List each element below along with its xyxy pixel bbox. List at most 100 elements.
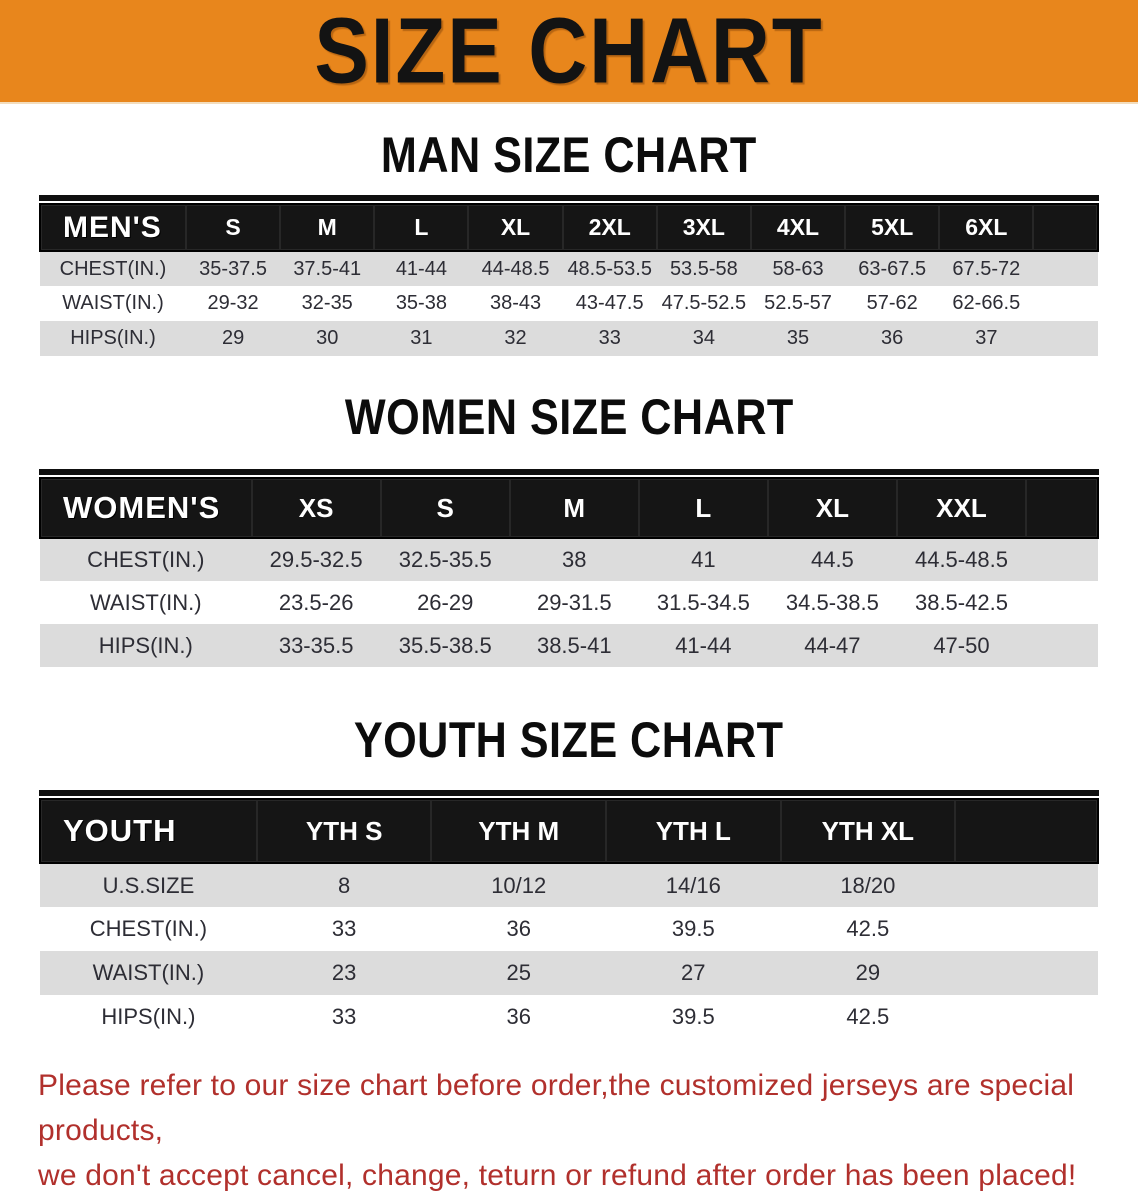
man-size-chart-heading: MAN SIZE CHART [0,127,1138,184]
women-size-chart-heading-text: WOMEN SIZE CHART [344,389,794,446]
size-column-header: XL [468,203,563,252]
filler-cell [1033,286,1098,321]
size-value-cell: 53.5-58 [656,251,751,286]
size-value-cell: 44.5-48.5 [896,538,1026,581]
size-value-cell: 67.5-72 [939,251,1034,286]
size-value-cell: 10/12 [431,863,606,907]
size-value-cell: 36 [506,916,531,941]
size-value-cell: 44-48.5 [468,251,563,286]
size-value-cell: 43-47.5 [575,292,644,314]
size-value-cell: 29 [780,951,956,995]
youth-size-chart-table-wrap: YOUTH YTH S YTH M YTH L YTH XL U.S.SIZE 8 10/12… [39,790,1099,1039]
measurement-label: HIPS(IN.) [40,624,252,667]
size-value-cell: 42.5 [846,916,890,941]
size-column-header: M [280,203,375,252]
youth-size-chart-heading: YOUTH SIZE CHART [0,712,1138,769]
filler-cell [1025,477,1100,539]
size-value-cell: 58-63 [750,251,846,286]
man-size-chart-table-wrap: MEN'S S M L XL 2XL 3XL 4XL 5XL 6XL CHEST(IN.) 35-37… [39,195,1099,356]
table-top-line [39,195,1099,201]
size-value-cell: 38.5-42.5 [914,589,1008,615]
size-value-cell: 23 [256,951,432,995]
size-value-cell: 29 [186,321,281,356]
measurement-label: HIPS(IN.) [101,1004,196,1029]
man-size-chart-section: MAN SIZE CHART MEN'S S M L XL 2XL 3XL 4XL 5XL 6XL C… [0,128,1138,356]
size-value-cell: 63-67.5 [845,251,940,286]
table-row: HIPS(IN.) 33-35.5 35.5-38.5 38.5-41 41-44 44-… [40,624,1098,667]
size-value-cell: 41-44 [374,251,469,286]
size-value-cell: 44-47 [767,624,897,667]
table-row: CHEST(IN.) 35-37.5 37.5-41 41-44 44-48.5 48.5… [40,251,1098,286]
filler-cell [955,907,1098,951]
size-value-cell: 34 [656,321,751,356]
table-header-row: WOMEN'S XS S M L XL XXL [39,477,1100,539]
size-column-header: M [509,477,639,539]
size-value-cell: 33-35.5 [251,624,381,667]
man-size-chart-table: MEN'S S M L XL 2XL 3XL 4XL 5XL 6XL CHEST(IN.) 35-37… [39,203,1099,356]
youth-size-chart-table: YOUTH YTH S YTH M YTH L YTH XL U.S.SIZE 8 10/12… [39,798,1099,1039]
table-header-row: YOUTH YTH S YTH M YTH L YTH XL [39,798,1099,864]
size-value-cell: 33 [562,321,657,356]
man-size-chart-heading-text: MAN SIZE CHART [381,127,757,184]
table-row: U.S.SIZE 8 10/12 14/16 18/20 [40,863,1098,907]
size-value-cell: 36 [845,321,940,356]
size-value-cell: 38 [509,538,639,581]
table-row: CHEST(IN.) 33 36 39.5 42.5 [40,907,1098,951]
size-value-cell: 25 [431,951,606,995]
size-value-cell: 62-66.5 [952,292,1021,314]
filler-cell [1025,624,1098,667]
size-value-cell: 27 [606,951,781,995]
size-value-cell: 31 [374,321,469,356]
filler-cell [1033,251,1098,286]
filler-cell [1026,581,1098,624]
table-row: WAIST(IN.) 29-32 32-35 35-38 38-43 43-47.5 47.… [40,286,1098,321]
measurement-label: WAIST(IN.) [62,292,164,314]
table-header-row: MEN'S S M L XL 2XL 3XL 4XL 5XL 6XL [39,203,1099,252]
women-size-chart-table-wrap: WOMEN'S XS S M L XL XXL CHEST(IN.) 29.5-32.5 32.5… [39,469,1100,667]
size-column-header: XL [767,477,897,539]
size-value-cell: 57-62 [866,292,918,314]
measurement-label: HIPS(IN.) [40,321,186,356]
size-value-cell: 44.5 [767,538,897,581]
table-top-line [39,469,1099,475]
measurement-label: WAIST(IN.) [89,589,202,615]
size-value-cell: 35-37.5 [186,251,281,286]
size-value-cell: 37 [939,321,1034,356]
size-value-cell: 29-31.5 [536,589,612,615]
size-chart-banner: SIZE CHART [0,0,1138,104]
size-value-cell: 35-38 [395,292,447,314]
size-column-header: YTH M [431,798,606,864]
size-value-cell: 18/20 [780,863,956,907]
size-value-cell: 39.5 [671,916,715,941]
size-value-cell: 23.5-26 [278,589,354,615]
footer-warning-line1: Please refer to our size chart before or… [38,1069,1075,1147]
filler-cell [1033,203,1099,252]
size-value-cell: 52.5-57 [764,292,832,314]
size-column-header: 5XL [845,203,940,252]
size-value-cell: 26-29 [417,589,474,615]
filler-cell [955,951,1098,995]
footer-warning-line2: we don't accept cancel, change, teturn o… [38,1159,1077,1192]
size-column-header: L [638,477,768,539]
size-value-cell: 33 [331,1004,357,1029]
women-size-chart-section: WOMEN SIZE CHART WOMEN'S XS S M L XL XXL CHEST(I… [0,390,1138,667]
size-value-cell: 38-43 [489,292,542,314]
size-column-header: XXL [896,477,1026,539]
size-value-cell: 32 [468,321,563,356]
youth-size-chart-heading-text: YOUTH SIZE CHART [354,712,784,769]
size-column-header: 3XL [656,203,751,252]
women-size-chart-heading: WOMEN SIZE CHART [0,389,1138,446]
size-value-cell: 35.5-38.5 [380,624,510,667]
size-column-header: 4XL [750,203,846,252]
filler-cell [1033,321,1098,356]
size-value-cell: 37.5-41 [280,251,375,286]
size-value-cell: 8 [256,863,432,907]
measurement-label: U.S.SIZE [40,863,257,907]
size-value-cell: 30 [280,321,375,356]
size-value-cell: 33 [331,916,357,941]
filler-cell [1025,538,1098,581]
size-column-header: XS [251,477,381,539]
size-value-cell: 32.5-35.5 [380,538,510,581]
size-value-cell: 48.5-53.5 [562,251,657,286]
size-value-cell: 29.5-32.5 [251,538,381,581]
